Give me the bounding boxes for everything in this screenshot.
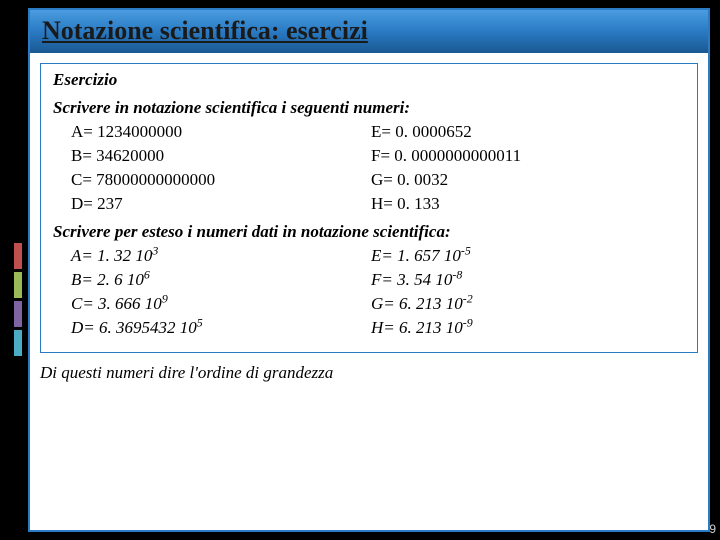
base-G2: G= 6. 213 10 (371, 294, 463, 313)
exp-H2: -9 (463, 315, 473, 329)
cell-E: E= 0. 0000652 (371, 122, 685, 142)
base-A2: A= 1. 32 10 (71, 246, 152, 265)
base-F2: F= 3. 54 10 (371, 270, 452, 289)
cell-H2: H= 6. 213 10-9 (371, 318, 685, 338)
exercise-label: Esercizio (53, 70, 685, 90)
slide-title: Notazione scientifica: esercizi (42, 16, 696, 46)
instruction-1: Scrivere in notazione scientifica i segu… (53, 98, 685, 118)
cell-G2: G= 6. 213 10-2 (371, 294, 685, 314)
cell-B2: B= 2. 6 106 (71, 270, 371, 290)
cell-C: C= 78000000000000 (71, 170, 371, 190)
cell-D: D= 237 (71, 194, 371, 214)
cell-G: G= 0. 0032 (371, 170, 685, 190)
cell-C2: C= 3. 666 109 (71, 294, 371, 314)
row-1: A= 1234000000 E= 0. 0000652 (71, 122, 685, 142)
row-3: C= 78000000000000 G= 0. 0032 (71, 170, 685, 190)
slide-frame: Notazione scientifica: esercizi Esercizi… (28, 8, 710, 532)
row-6: B= 2. 6 106 F= 3. 54 10-8 (71, 270, 685, 290)
cell-H: H= 0. 133 (371, 194, 685, 214)
stripe-green (14, 272, 22, 298)
cell-E2: E= 1. 657 10-5 (371, 246, 685, 266)
footer-note: Di questi numeri dire l'ordine di grande… (40, 363, 708, 383)
stripe-purple (14, 301, 22, 327)
cell-A2: A= 1. 32 103 (71, 246, 371, 266)
decorative-stripes (14, 243, 22, 359)
exp-E2: -5 (461, 243, 471, 257)
row-2: B= 34620000 F= 0. 0000000000011 (71, 146, 685, 166)
base-B2: B= 2. 6 10 (71, 270, 144, 289)
row-7: C= 3. 666 109 G= 6. 213 10-2 (71, 294, 685, 314)
cell-A: A= 1234000000 (71, 122, 371, 142)
instruction-2: Scrivere per esteso i numeri dati in not… (53, 222, 685, 242)
base-D2: D= 6. 3695432 10 (71, 318, 197, 337)
exp-B2: 6 (144, 267, 150, 281)
exp-G2: -2 (463, 291, 473, 305)
base-H2: H= 6. 213 10 (371, 318, 463, 337)
base-C2: C= 3. 666 10 (71, 294, 162, 313)
exp-F2: -8 (452, 267, 462, 281)
row-8: D= 6. 3695432 105 H= 6. 213 10-9 (71, 318, 685, 338)
exp-D2: 5 (197, 315, 203, 329)
row-5: A= 1. 32 103 E= 1. 657 10-5 (71, 246, 685, 266)
row-4: D= 237 H= 0. 133 (71, 194, 685, 214)
base-E2: E= 1. 657 10 (371, 246, 461, 265)
cell-B: B= 34620000 (71, 146, 371, 166)
exp-C2: 9 (162, 291, 168, 305)
stripe-teal (14, 330, 22, 356)
title-bar: Notazione scientifica: esercizi (30, 10, 708, 53)
stripe-red (14, 243, 22, 269)
page-number: 9 (709, 522, 716, 536)
cell-F: F= 0. 0000000000011 (371, 146, 685, 166)
exp-A2: 3 (152, 243, 158, 257)
cell-D2: D= 6. 3695432 105 (71, 318, 371, 338)
cell-F2: F= 3. 54 10-8 (371, 270, 685, 290)
content-box: Esercizio Scrivere in notazione scientif… (40, 63, 698, 353)
